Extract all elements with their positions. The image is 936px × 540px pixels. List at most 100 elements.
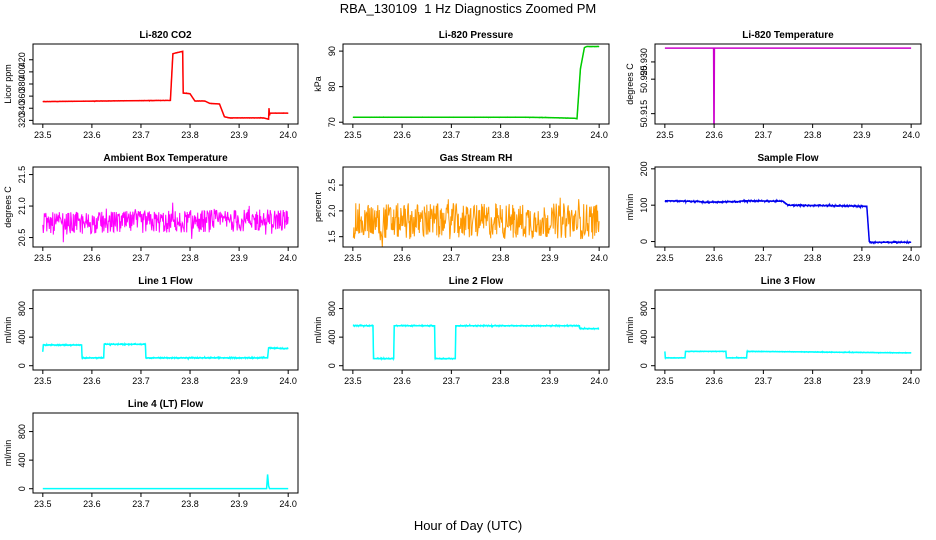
y-tick-label: 800: [17, 424, 27, 439]
y-tick-label: 400: [327, 330, 337, 345]
x-tick-label: 23.9: [853, 376, 871, 386]
x-tick-label: 24.0: [590, 253, 608, 263]
x-tick-label: 24.0: [902, 130, 920, 140]
y-tick-label: 400: [639, 330, 649, 345]
plot-frame: [342, 166, 610, 248]
series-line: [42, 474, 289, 490]
x-tick-label: 23.7: [443, 130, 461, 140]
x-tick-label: 23.9: [853, 253, 871, 263]
x-tick-label: 23.8: [181, 130, 199, 140]
series-line: [352, 45, 600, 120]
y-tick-label: 21.0: [17, 197, 27, 215]
y-axis-label: Licor ppm: [3, 64, 13, 104]
x-tick-label: 23.5: [344, 253, 362, 263]
y-tick-label: 800: [17, 301, 27, 316]
plot-frame: [654, 43, 922, 125]
panel-6: Sample Flow ml/min 23.5 23.6 23.7 23.8 23.9 24.…: [625, 153, 922, 263]
y-axis-label: degrees C: [625, 63, 635, 105]
y-tick-label: 380: [17, 76, 27, 91]
y-tick-label: 0: [639, 363, 649, 368]
x-tick-label: 23.6: [393, 130, 411, 140]
x-tick-label: 23.6: [393, 376, 411, 386]
x-tick-label: 24.0: [279, 253, 297, 263]
panel-8: Line 2 Flow ml/min 23.5 23.6 23.7 23.8 23.9 24.…: [313, 276, 610, 386]
x-tick-label: 23.8: [181, 253, 199, 263]
series-line: [42, 341, 289, 361]
y-tick-label: 20.5: [17, 229, 27, 247]
y-axis-label: kPa: [313, 76, 323, 92]
x-tick-label: 23.9: [853, 130, 871, 140]
plot-frame: [32, 289, 299, 371]
panel-title: Gas Stream RH: [440, 153, 513, 164]
y-axis-label: degrees C: [3, 186, 13, 228]
panel-title: Sample Flow: [757, 153, 818, 164]
x-tick-label: 23.8: [804, 253, 822, 263]
series-line: [664, 47, 912, 124]
x-tick-label: 23.5: [34, 130, 52, 140]
x-tick-label: 23.5: [656, 130, 674, 140]
y-tick-label: 420: [17, 52, 27, 67]
plot-frame: [32, 43, 299, 125]
y-tick-label: 400: [17, 453, 27, 468]
y-axis-label: ml/min: [3, 317, 13, 344]
x-tick-label: 23.9: [541, 253, 559, 263]
x-tick-label: 23.7: [755, 253, 773, 263]
x-axis-caption: Hour of Day (UTC): [413, 518, 523, 533]
series-step-line: [352, 45, 600, 120]
y-tick-label: 80: [327, 82, 337, 92]
plot-frame: [654, 166, 922, 248]
x-tick-label: 23.6: [83, 253, 101, 263]
x-tick-label: 23.6: [393, 253, 411, 263]
x-tick-label: 24.0: [279, 376, 297, 386]
x-tick-label: 23.6: [83, 130, 101, 140]
y-tick-label: 800: [639, 301, 649, 316]
y-tick-label: 50.925: [639, 65, 649, 93]
x-tick-label: 23.9: [230, 499, 248, 509]
series-step-line: [42, 50, 289, 121]
y-axis-label: ml/min: [625, 317, 635, 344]
plot-frame: [32, 166, 299, 248]
series-line: [352, 197, 600, 247]
x-tick-label: 23.6: [705, 376, 723, 386]
x-tick-label: 23.6: [705, 253, 723, 263]
y-tick-label: 2.0: [327, 205, 337, 218]
x-tick-label: 23.8: [492, 130, 510, 140]
x-tick-label: 24.0: [279, 130, 297, 140]
series-line: [42, 51, 289, 120]
x-tick-label: 24.0: [902, 376, 920, 386]
x-tick-label: 23.9: [230, 253, 248, 263]
x-tick-label: 24.0: [590, 130, 608, 140]
x-tick-label: 23.9: [541, 376, 559, 386]
panel-10: Line 4 (LT) Flow ml/min 23.5 23.6 23.7 23.8 23…: [3, 399, 299, 509]
plot-frame: [654, 289, 922, 371]
x-tick-label: 23.7: [132, 130, 150, 140]
x-tick-label: 23.5: [34, 499, 52, 509]
y-tick-label: 50.930: [639, 48, 649, 76]
x-tick-label: 23.7: [443, 376, 461, 386]
x-tick-label: 23.7: [443, 253, 461, 263]
x-tick-label: 23.5: [34, 376, 52, 386]
x-tick-label: 23.7: [132, 499, 150, 509]
x-tick-label: 23.7: [132, 376, 150, 386]
y-tick-label: 400: [17, 64, 27, 79]
x-tick-label: 23.7: [132, 253, 150, 263]
panel-5: Gas Stream RH percent 23.5 23.6 23.7 23.8 23.9…: [313, 153, 610, 263]
y-tick-label: 800: [327, 301, 337, 316]
y-axis-label: percent: [313, 191, 323, 222]
x-tick-label: 23.9: [541, 130, 559, 140]
x-tick-label: 24.0: [590, 376, 608, 386]
panel-7: Line 1 Flow ml/min 23.5 23.6 23.7 23.8 23.9 24.…: [3, 276, 299, 386]
x-tick-label: 24.0: [279, 499, 297, 509]
series-line: [664, 198, 912, 245]
figure-title: RBA_130109 1 Hz Diagnostics Zoomed PM: [339, 1, 597, 16]
x-tick-label: 23.5: [656, 376, 674, 386]
y-tick-label: 100: [639, 198, 649, 213]
plot-frame: [342, 43, 610, 125]
x-tick-label: 23.8: [181, 376, 199, 386]
panel-title: Line 2 Flow: [449, 276, 504, 287]
y-tick-label: 340: [17, 101, 27, 116]
series-step-line: [42, 343, 289, 359]
y-axis-label: ml/min: [3, 440, 13, 467]
y-tick-label: 0: [327, 363, 337, 368]
